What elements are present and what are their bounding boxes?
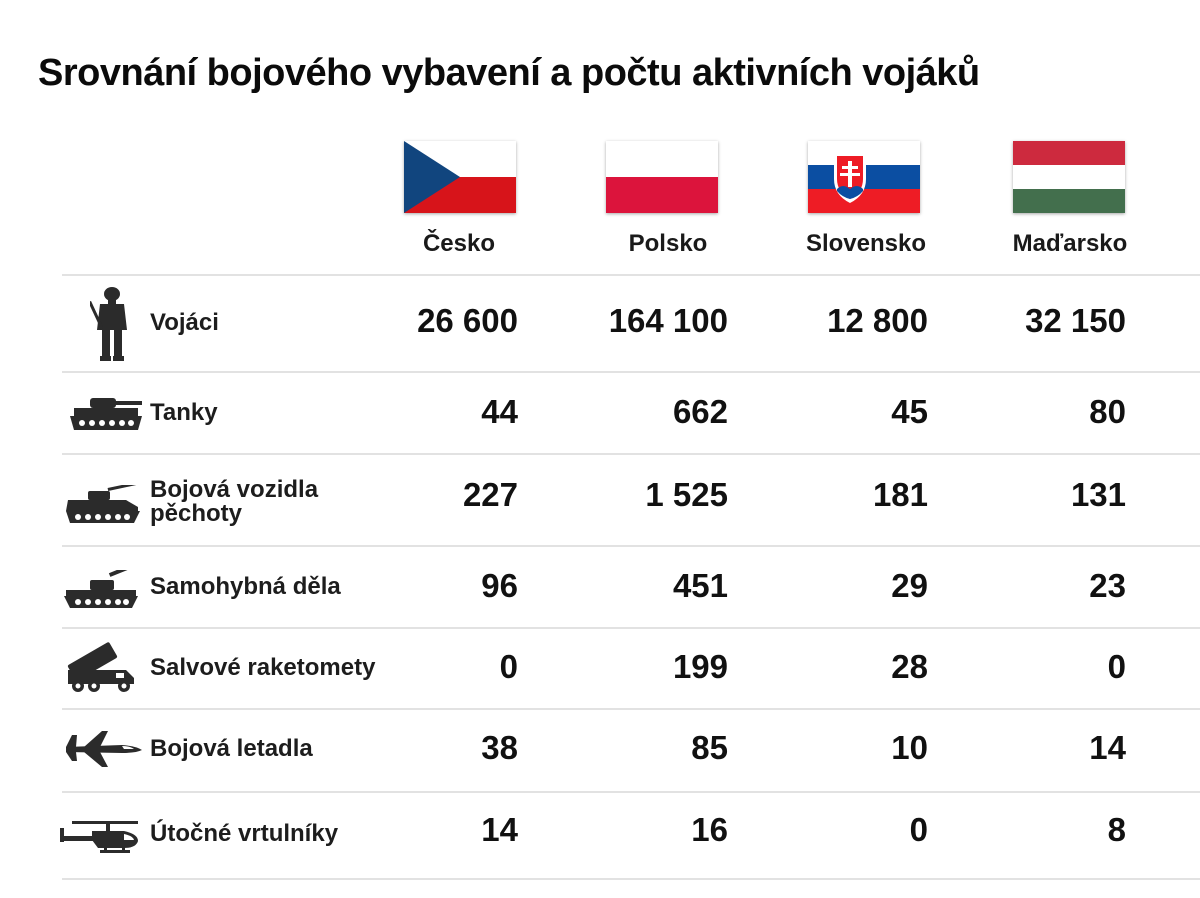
value-heli-slovakia: 0 [909, 811, 928, 848]
value-ifv-slovakia: 181 [872, 476, 928, 513]
row-label-ifv-line2: pěchoty [150, 500, 243, 527]
value-spg-poland: 451 [672, 567, 728, 604]
country-name-slovakia: Slovensko [805, 230, 927, 257]
divider [62, 545, 1200, 547]
row-label-fighter-jets: Bojová letadla [150, 735, 313, 762]
row-label-rocket-launchers: Salvové raketomety [150, 654, 376, 681]
value-spg-hungary: 23 [1089, 567, 1126, 604]
divider [62, 453, 1200, 455]
value-heli-poland: 16 [691, 811, 728, 848]
soldier-icon [90, 287, 127, 361]
value-soldiers-slovakia: 12 800 [827, 302, 928, 339]
divider [62, 274, 1200, 276]
value-soldiers-czech: 26 600 [417, 302, 518, 339]
value-rocket-poland: 199 [672, 648, 728, 685]
value-tanks-poland: 662 [672, 393, 728, 430]
rocket-launcher-icon [67, 642, 134, 692]
row-label-soldiers: Vojáci [150, 309, 219, 336]
country-name-poland: Polsko [628, 230, 708, 257]
country-name-hungary: Maďarsko [1012, 230, 1128, 257]
value-rocket-czech: 0 [499, 648, 518, 685]
poland-flag [606, 141, 718, 213]
value-spg-slovakia: 29 [891, 567, 928, 604]
divider [62, 791, 1200, 793]
divider [62, 627, 1200, 629]
divider [62, 708, 1200, 710]
row-label-helicopters: Útočné vrtulníky [150, 820, 339, 847]
value-jets-czech: 38 [481, 729, 518, 766]
infantry-vehicle-icon [66, 485, 140, 523]
value-tanks-czech: 44 [481, 393, 518, 430]
value-tanks-slovakia: 45 [891, 393, 928, 430]
tank-icon [70, 398, 142, 430]
page-title: Srovnání bojového vybavení a počtu aktiv… [38, 52, 980, 94]
value-soldiers-poland: 164 100 [608, 302, 728, 339]
value-tanks-hungary: 80 [1089, 393, 1126, 430]
value-rocket-slovakia: 28 [891, 648, 928, 685]
hungary-flag [1013, 141, 1125, 213]
row-label-ifv: Bojová vozidla [150, 476, 319, 503]
helicopter-icon [60, 821, 138, 853]
divider [62, 371, 1200, 373]
value-spg-czech: 96 [481, 567, 518, 604]
divider [62, 878, 1200, 880]
value-ifv-hungary: 131 [1070, 476, 1126, 513]
slovakia-flag [808, 141, 920, 213]
value-heli-hungary: 8 [1107, 811, 1126, 848]
czech-flag [404, 141, 516, 213]
value-jets-hungary: 14 [1089, 729, 1126, 766]
row-label-spg: Samohybná děla [150, 573, 341, 600]
value-rocket-hungary: 0 [1107, 648, 1126, 685]
value-jets-slovakia: 10 [891, 729, 928, 766]
value-ifv-czech: 227 [462, 476, 518, 513]
row-label-tanks: Tanky [150, 399, 218, 426]
value-ifv-poland: 1 525 [645, 476, 728, 513]
value-jets-poland: 85 [691, 729, 728, 766]
value-heli-czech: 14 [481, 811, 518, 848]
value-soldiers-hungary: 32 150 [1025, 302, 1126, 339]
self-propelled-gun-icon [64, 570, 139, 608]
country-name-czech: Česko [422, 230, 496, 257]
fighter-jet-icon [66, 731, 142, 767]
